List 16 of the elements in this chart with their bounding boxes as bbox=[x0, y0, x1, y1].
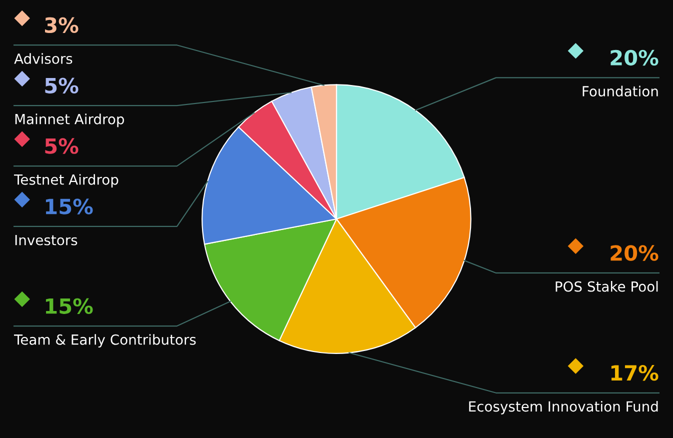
slice-label: Advisors bbox=[14, 53, 72, 64]
slice-label: Mainnet Airdrop bbox=[15, 114, 124, 128]
data-label: 15% bbox=[46, 198, 93, 214]
slice-label: Foundation bbox=[582, 86, 658, 97]
slice-label: Team & Early Contributors bbox=[14, 334, 196, 348]
data-label: 15% bbox=[46, 298, 93, 314]
data-label: 20% bbox=[610, 50, 658, 66]
slice-label: Testnet Airdrop bbox=[14, 174, 118, 188]
slice-label: Ecosystem Innovation Fund bbox=[469, 400, 658, 414]
slice-label: Investors bbox=[15, 234, 78, 246]
slice-label: POS Stake Pool bbox=[556, 281, 658, 292]
data-label: 17% bbox=[611, 365, 658, 381]
data-label: 3% bbox=[45, 17, 78, 34]
data-label: 20% bbox=[610, 245, 658, 261]
data-label: 5% bbox=[45, 138, 78, 154]
data-label: 5% bbox=[45, 78, 78, 94]
